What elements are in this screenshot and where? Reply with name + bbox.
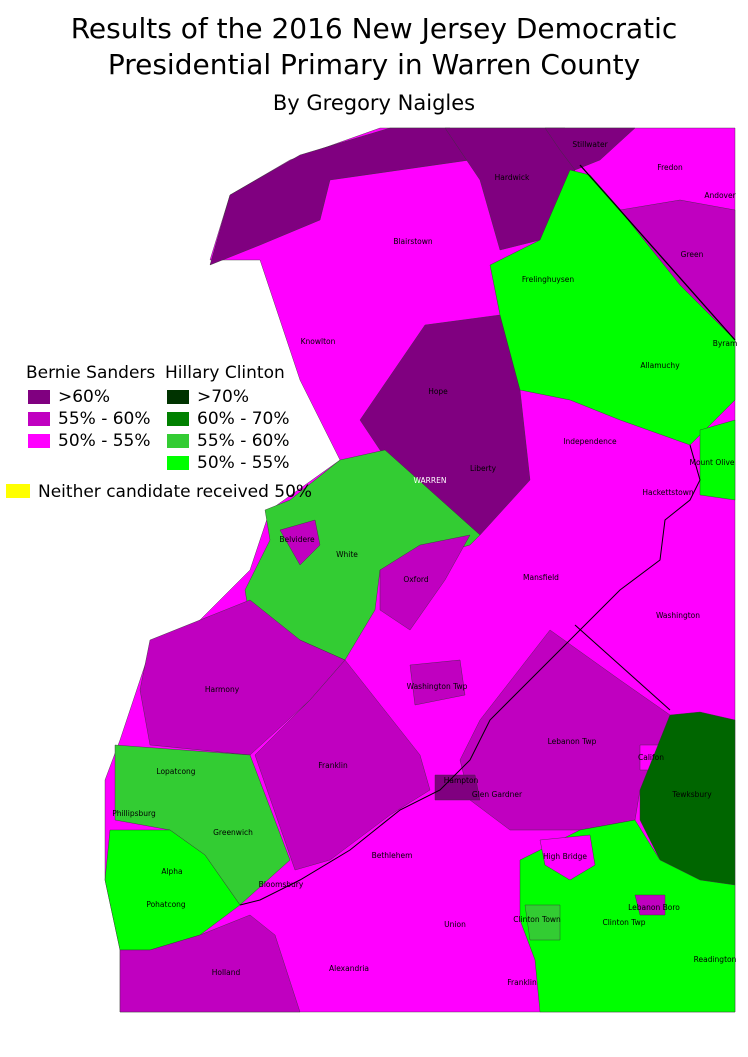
legend-swatch <box>6 484 30 498</box>
municipality-label: Clinton Twp <box>602 918 645 927</box>
region <box>524 904 561 941</box>
title-line: Presidential Primary in Warren County <box>108 48 640 81</box>
municipality-label: Lopatcong <box>156 767 195 776</box>
municipality-label: Allamuchy <box>640 361 680 370</box>
subtitle: By Gregory Naigles <box>273 91 475 115</box>
municipality-label: Franklin <box>318 761 348 770</box>
region <box>119 914 301 1013</box>
legend-swatch <box>28 390 50 404</box>
region <box>379 534 471 631</box>
municipality-label: Califon <box>638 753 664 762</box>
municipality-label: Lebanon Twp <box>548 737 597 746</box>
county-border <box>579 164 736 341</box>
region <box>244 449 481 661</box>
legend-label: 55% - 60% <box>197 431 290 451</box>
municipality-label: Oxford <box>403 575 429 584</box>
municipality-label: Liberty <box>470 464 497 473</box>
municipality-label: Greenwich <box>213 828 253 837</box>
legend-swatch <box>167 456 189 470</box>
legend-label: 60% - 70% <box>197 409 290 429</box>
legend-swatch <box>167 434 189 448</box>
region <box>539 834 596 881</box>
region <box>254 659 431 871</box>
municipality-label: Hackettstown <box>642 488 694 497</box>
municipality-label: Andover <box>704 191 736 200</box>
legend-swatch <box>28 412 50 426</box>
municipality-label: Pohatcong <box>146 900 186 909</box>
municipality-label: Mansfield <box>523 573 559 582</box>
municipality-label: Mount Olive <box>689 458 734 467</box>
municipality-label: Bethlehem <box>372 851 413 860</box>
legend-label: Neither candidate received 50% <box>38 482 312 502</box>
map-regions <box>104 127 736 1013</box>
legend-swatch <box>167 390 189 404</box>
municipality-label: Fredon <box>657 163 683 172</box>
legend-label: 50% - 55% <box>197 453 290 473</box>
municipality-label: High Bridge <box>543 852 587 861</box>
municipality-label: Holland <box>212 968 241 977</box>
municipality-label: Alexandria <box>329 964 369 973</box>
title-line: Results of the 2016 New Jersey Democrati… <box>71 12 678 45</box>
municipality-label: Readington <box>694 955 737 964</box>
municipality-label: Knowlton <box>301 337 336 346</box>
region <box>619 199 736 341</box>
municipality-label: Washington Twp <box>407 682 468 691</box>
region <box>489 169 736 446</box>
municipality-label: Bloomsbury <box>259 880 304 889</box>
region <box>544 127 636 171</box>
legend-label: 50% - 55% <box>58 431 151 451</box>
municipality-label: Hope <box>428 387 448 396</box>
municipality-label: Stillwater <box>572 140 608 149</box>
municipality-label: Hampton <box>444 776 479 785</box>
legend-title: Hillary Clinton <box>165 363 285 383</box>
region <box>699 419 736 501</box>
region <box>634 894 666 916</box>
legend-label: >60% <box>58 387 110 407</box>
region <box>279 519 321 566</box>
municipality-label: Franklin <box>507 978 537 987</box>
municipality-label: Glen Gardner <box>472 790 523 799</box>
municipality-label: Frelinghuysen <box>522 275 574 284</box>
legend-swatch <box>167 412 189 426</box>
municipality-label: Hardwick <box>495 173 530 182</box>
municipality-label: White <box>336 550 358 559</box>
map-labels: Stillwater Fredon Andover Hardwick Blairstow… <box>112 140 737 987</box>
municipality-label: Clinton Town <box>513 915 561 924</box>
region <box>409 659 466 706</box>
legend-title: Bernie Sanders <box>26 363 155 383</box>
municipality-label: Phillipsburg <box>112 809 156 818</box>
municipality-label: Independence <box>563 437 617 446</box>
municipality-label: Union <box>444 920 466 929</box>
municipality-label: Lebanon Boro <box>628 903 680 912</box>
legend: Bernie Sanders>60%55% - 60%50% - 55%Hill… <box>6 363 312 502</box>
legend-swatch <box>28 434 50 448</box>
municipality-label: Tewksbury <box>671 790 712 799</box>
legend-label: >70% <box>197 387 249 407</box>
municipality-label: Byram <box>713 339 738 348</box>
municipality-label: Washington <box>656 611 700 620</box>
municipality-label: Alpha <box>161 867 182 876</box>
county-border <box>239 444 701 906</box>
municipality-label: Green <box>681 250 704 259</box>
county-border <box>574 624 671 711</box>
municipality-label: WARREN <box>414 476 447 485</box>
municipality-label: Harmony <box>205 685 240 694</box>
region <box>434 774 481 801</box>
municipality-label: Belvidere <box>279 535 315 544</box>
legend-label: 55% - 60% <box>58 409 151 429</box>
municipality-label: Blairstown <box>393 237 433 246</box>
